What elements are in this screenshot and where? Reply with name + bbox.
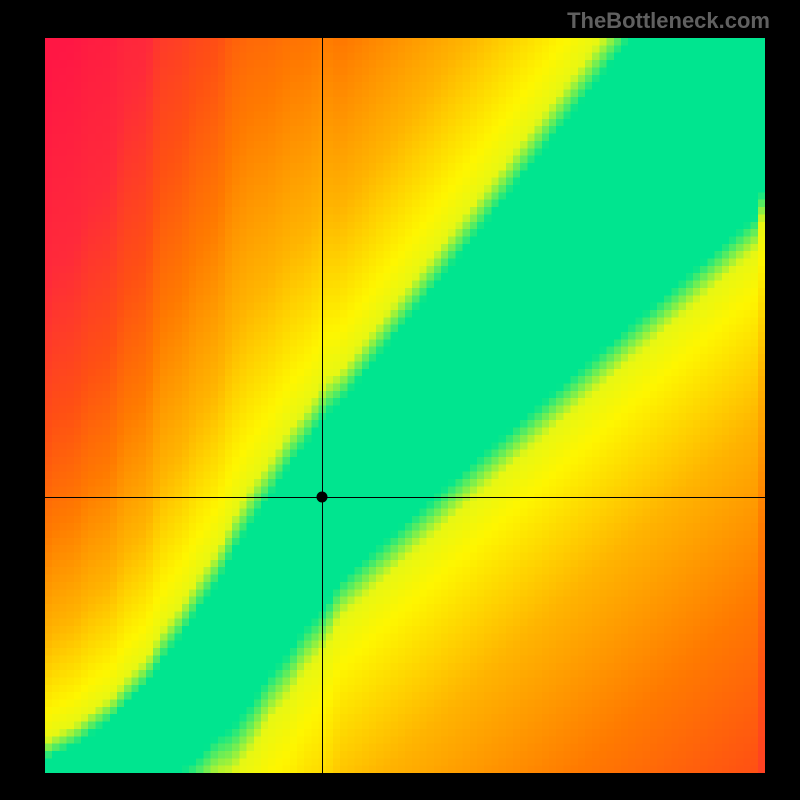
crosshair-horizontal — [45, 497, 765, 498]
watermark-text: TheBottleneck.com — [567, 8, 770, 34]
heatmap-plot — [45, 38, 765, 773]
crosshair-marker — [317, 492, 328, 503]
heatmap-canvas — [45, 38, 765, 773]
crosshair-vertical — [322, 38, 323, 773]
